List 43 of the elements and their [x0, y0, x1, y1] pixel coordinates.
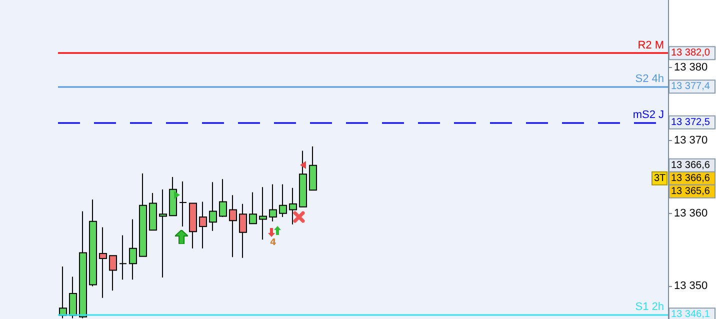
text: 13 377,4 — [671, 81, 710, 92]
candlestick — [299, 150, 307, 208]
text: 13 372,5 — [671, 116, 710, 128]
candlestick — [169, 176, 177, 216]
candlestick — [69, 276, 77, 319]
candlestick — [259, 186, 267, 240]
y-tick-label: 13 370 — [674, 134, 708, 147]
candlestick — [99, 226, 107, 298]
candlestick — [239, 203, 247, 258]
ref-line-label: mS2 J — [632, 108, 664, 121]
candlestick — [289, 187, 297, 225]
candlestick — [149, 192, 157, 231]
text: 13 366,6 — [671, 160, 710, 171]
candlestick — [279, 184, 287, 218]
candlestick — [229, 194, 237, 258]
ref-line-label: R2 M — [638, 40, 664, 52]
candlestick — [109, 255, 117, 292]
candlestick — [209, 182, 217, 232]
text: 13 382,0 — [671, 48, 710, 59]
candlestick — [309, 146, 317, 191]
y-tick-label: 13 350 — [674, 280, 708, 292]
candlestick — [179, 180, 187, 228]
y-tick-label: 13 360 — [674, 207, 708, 220]
text: 13 365,6 — [671, 186, 710, 197]
annotation: 4 — [270, 238, 276, 248]
y-tick-label: 13 380 — [674, 62, 708, 74]
candlestick — [159, 188, 167, 278]
candlestick — [269, 184, 277, 222]
annotation: 3T — [654, 172, 666, 184]
candlestick — [139, 172, 147, 257]
candlestick — [79, 210, 87, 319]
candlestick — [59, 266, 67, 319]
ref-line-label: S1 2h — [635, 301, 664, 314]
ref-line-label: S2 4h — [635, 73, 664, 86]
candlestick — [119, 234, 127, 280]
candlestick — [129, 218, 137, 280]
text: 13 346,1 — [671, 309, 710, 319]
candlestick — [249, 192, 257, 224]
text: 13 366,6 — [671, 172, 710, 184]
candlestick — [189, 202, 197, 249]
candlestick — [219, 178, 227, 218]
candlestick — [89, 199, 97, 287]
candlestick — [199, 201, 207, 249]
